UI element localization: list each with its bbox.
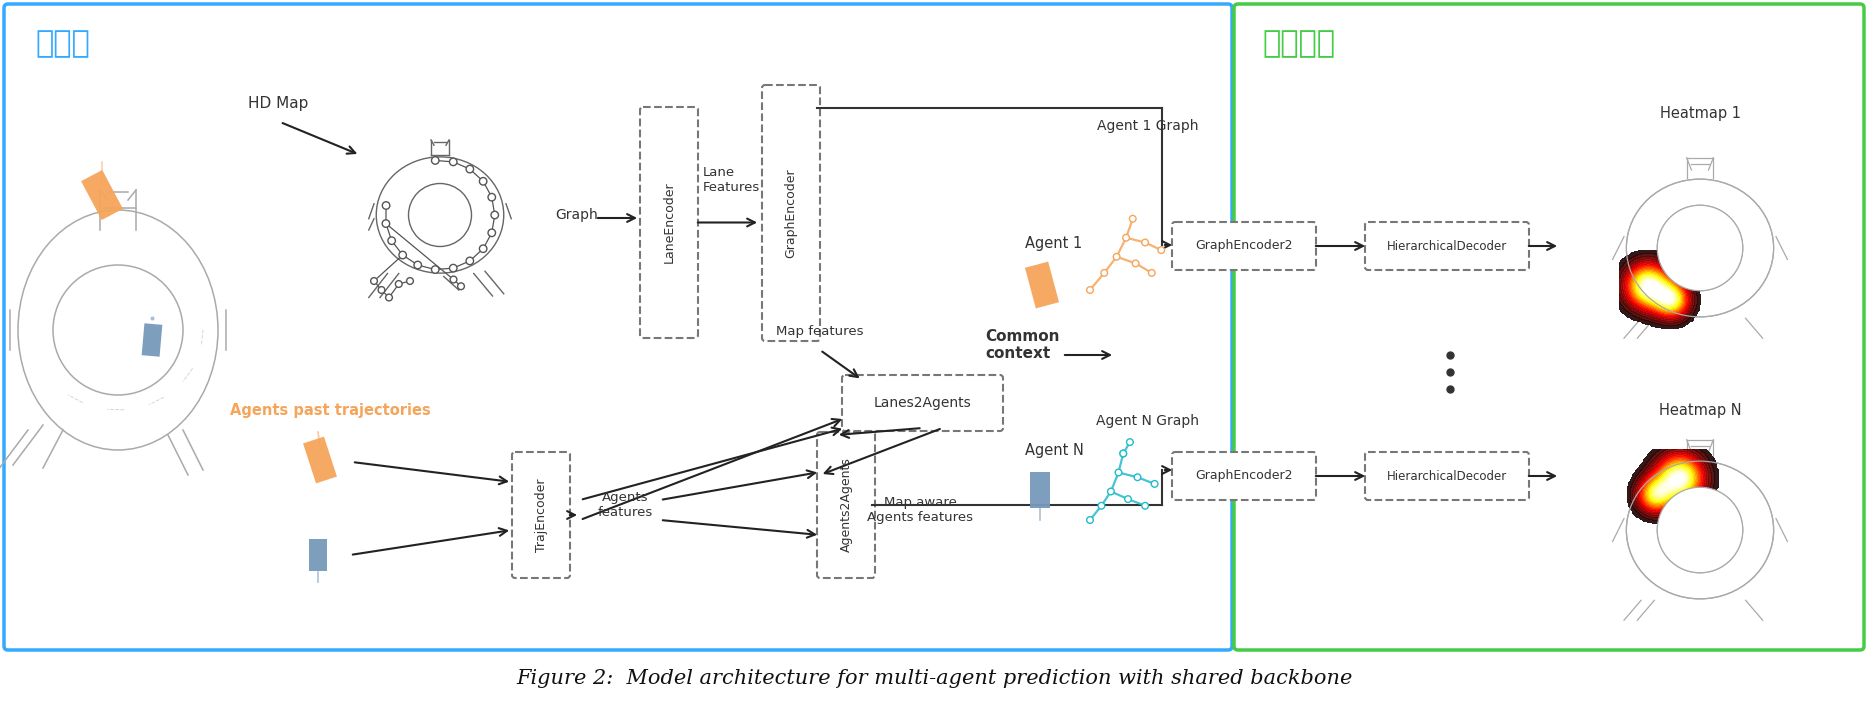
Text: 图编码: 图编码 <box>35 29 90 58</box>
Circle shape <box>1115 469 1123 476</box>
Circle shape <box>450 158 458 166</box>
Circle shape <box>370 277 377 284</box>
Circle shape <box>385 294 392 301</box>
Circle shape <box>467 257 474 265</box>
FancyBboxPatch shape <box>1171 452 1315 500</box>
Text: Graph: Graph <box>555 208 598 222</box>
Circle shape <box>400 251 407 259</box>
Text: Agents past trajectories: Agents past trajectories <box>230 403 430 418</box>
Text: Agent N Graph: Agent N Graph <box>1097 414 1199 428</box>
Text: HierarchicalDecoder: HierarchicalDecoder <box>1386 239 1507 253</box>
Bar <box>1026 262 1059 308</box>
FancyBboxPatch shape <box>1366 452 1530 500</box>
Circle shape <box>396 281 402 287</box>
Circle shape <box>1087 286 1093 293</box>
Ellipse shape <box>1627 179 1773 317</box>
FancyBboxPatch shape <box>512 452 570 578</box>
Circle shape <box>450 265 458 272</box>
Text: GraphEncoder: GraphEncoder <box>785 168 798 258</box>
Circle shape <box>1121 450 1126 457</box>
Bar <box>80 170 123 220</box>
Ellipse shape <box>1627 461 1773 599</box>
FancyBboxPatch shape <box>1171 222 1315 270</box>
Circle shape <box>450 276 458 283</box>
Text: GraphEncoder2: GraphEncoder2 <box>1196 470 1293 482</box>
Circle shape <box>488 194 495 201</box>
Circle shape <box>1158 247 1164 253</box>
Text: TrajEncoder: TrajEncoder <box>534 478 547 552</box>
Text: LaneEncoder: LaneEncoder <box>663 182 676 263</box>
Circle shape <box>1657 487 1743 573</box>
FancyBboxPatch shape <box>762 85 820 341</box>
Circle shape <box>383 220 390 227</box>
Circle shape <box>389 237 396 244</box>
Circle shape <box>488 229 495 237</box>
Text: Agent 1 Graph: Agent 1 Graph <box>1097 119 1199 133</box>
Bar <box>308 539 327 571</box>
Text: Map features: Map features <box>777 325 863 338</box>
Text: Heatmap 1: Heatmap 1 <box>1659 106 1741 121</box>
Circle shape <box>1134 474 1141 481</box>
FancyBboxPatch shape <box>641 107 699 338</box>
Bar <box>142 324 163 357</box>
Circle shape <box>1108 488 1113 495</box>
FancyBboxPatch shape <box>842 375 1003 431</box>
FancyBboxPatch shape <box>1366 222 1530 270</box>
Circle shape <box>1151 481 1158 487</box>
Text: 分层解码: 分层解码 <box>1263 29 1336 58</box>
Text: Agent 1: Agent 1 <box>1026 236 1082 251</box>
FancyBboxPatch shape <box>816 432 874 578</box>
FancyBboxPatch shape <box>4 4 1233 650</box>
Text: HD Map: HD Map <box>248 96 308 111</box>
Text: Figure 2:  Model architecture for multi-agent prediction with shared backbone: Figure 2: Model architecture for multi-a… <box>516 668 1352 687</box>
Text: Lane
Features: Lane Features <box>702 166 760 194</box>
Text: Agent N: Agent N <box>1026 443 1083 458</box>
Text: Heatmap N: Heatmap N <box>1659 403 1741 418</box>
Circle shape <box>1121 450 1126 457</box>
Circle shape <box>1141 503 1149 509</box>
Circle shape <box>458 283 465 290</box>
Circle shape <box>1087 517 1093 523</box>
Text: Common
context: Common context <box>984 329 1059 362</box>
Circle shape <box>1657 205 1743 291</box>
Circle shape <box>383 201 390 209</box>
Circle shape <box>1100 270 1108 276</box>
Circle shape <box>377 286 385 293</box>
Circle shape <box>480 178 488 185</box>
Bar <box>303 437 336 484</box>
Circle shape <box>491 211 499 219</box>
Text: Lanes2Agents: Lanes2Agents <box>874 396 971 410</box>
Text: Agents
features: Agents features <box>598 491 652 519</box>
Circle shape <box>407 277 413 284</box>
Circle shape <box>1126 439 1134 446</box>
Bar <box>1029 472 1050 508</box>
Circle shape <box>1132 260 1139 267</box>
Text: HierarchicalDecoder: HierarchicalDecoder <box>1386 470 1507 482</box>
Circle shape <box>1125 496 1132 503</box>
Circle shape <box>1098 503 1104 509</box>
Circle shape <box>1113 253 1121 260</box>
Circle shape <box>1123 234 1130 241</box>
Circle shape <box>1130 216 1136 222</box>
Circle shape <box>415 261 422 269</box>
Text: Agents2Agents: Agents2Agents <box>839 458 852 552</box>
Text: GraphEncoder2: GraphEncoder2 <box>1196 239 1293 253</box>
Circle shape <box>1657 487 1743 573</box>
Circle shape <box>1141 239 1149 246</box>
Circle shape <box>467 166 474 173</box>
Circle shape <box>480 245 488 253</box>
Circle shape <box>432 266 439 273</box>
Circle shape <box>1657 205 1743 291</box>
Circle shape <box>1149 270 1154 276</box>
Text: Map aware
Agents features: Map aware Agents features <box>867 496 973 524</box>
FancyBboxPatch shape <box>1235 4 1864 650</box>
Circle shape <box>432 157 439 164</box>
